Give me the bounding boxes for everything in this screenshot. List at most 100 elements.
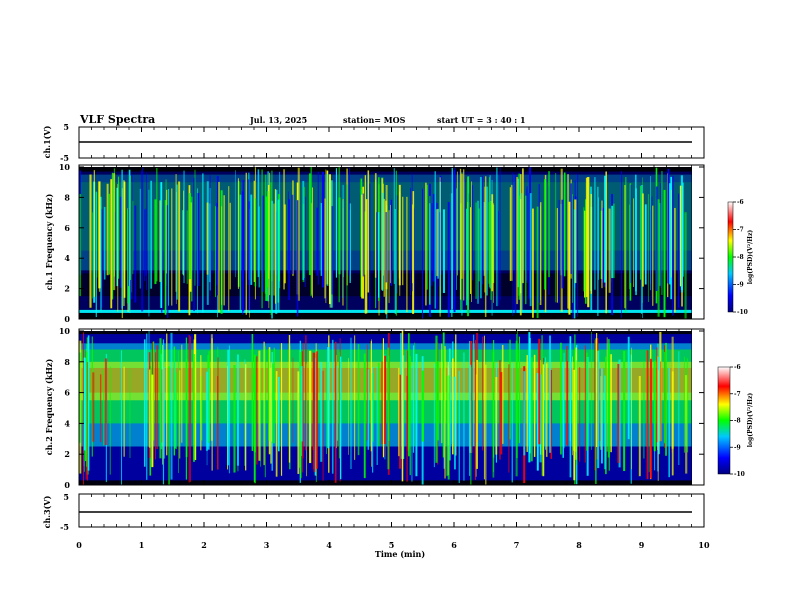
spectrogram-streak: [327, 347, 330, 449]
spectrogram-streak: [610, 354, 612, 453]
ch1-colorbar: [727, 201, 734, 313]
spectrogram-streak: [186, 210, 188, 284]
spectrogram-streak: [463, 169, 465, 301]
spectrogram-streak: [570, 183, 572, 274]
spectrogram-streak: [611, 205, 614, 279]
spectrogram-streak: [288, 334, 291, 463]
spectrogram-streak: [257, 169, 260, 278]
spectrogram-streak: [518, 336, 520, 444]
spectrogram-streak: [461, 173, 463, 279]
spectrogram-streak: [598, 197, 599, 280]
spectrogram-streak: [585, 177, 588, 298]
spectrogram-streak: [435, 335, 438, 463]
spectrogram-streak: [117, 184, 119, 312]
spectrogram-streak: [326, 173, 329, 286]
spectrogram-streak: [684, 212, 687, 319]
spectrogram-streak: [466, 208, 468, 306]
spectrogram-streak: [229, 202, 231, 290]
spectrogram-streak: [178, 181, 181, 312]
ch2-colorbar-label: log(PSD)(V²/Hz): [747, 393, 754, 448]
spectrogram-streak: [599, 369, 601, 441]
spectrogram-streak: [492, 351, 495, 478]
spectrogram-streak: [683, 356, 685, 453]
spectrogram-streak: [480, 176, 482, 299]
spectrogram-streak: [258, 350, 261, 461]
spectrogram-streak: [322, 370, 324, 481]
spectrogram-streak: [182, 210, 184, 275]
spectrogram-streak: [141, 167, 144, 312]
spectrogram-streak: [263, 341, 265, 466]
spectrogram-streak: [430, 203, 433, 286]
spectrogram-streak: [617, 363, 620, 464]
spectrogram-streak: [152, 341, 155, 441]
ch1-waveform-ylabel: ch.1(V): [42, 125, 52, 158]
spectrogram-streak: [244, 359, 246, 466]
header-station: station= MOS: [343, 115, 406, 125]
colorbar-tick-label: -10: [737, 309, 748, 316]
spectrogram-streak: [175, 372, 177, 450]
spectrogram-streak: [496, 167, 498, 307]
spectrogram-streak: [561, 199, 564, 289]
spectrogram-streak: [579, 367, 581, 462]
spectrogram-streak: [484, 176, 487, 318]
spectrogram-streak: [134, 205, 137, 303]
spectrogram-streak: [478, 208, 480, 282]
ch1-ytick-top: 5: [63, 122, 69, 132]
spectrogram-streak: [442, 209, 446, 293]
spectrogram-streak: [280, 343, 283, 476]
x-tick-label: 5: [389, 540, 395, 550]
spectrogram-streak: [265, 196, 268, 301]
ch3-waveform-ylabel: ch.3(V): [42, 495, 52, 528]
spectrogram-streak: [121, 169, 123, 309]
spectrogram-streak: [258, 206, 260, 288]
spectrogram-streak: [555, 172, 557, 303]
spectrogram-streak: [558, 199, 560, 304]
spectrogram-streak: [523, 371, 526, 456]
spectrogram-streak: [646, 350, 649, 480]
spectrogram-streak: [189, 336, 191, 482]
spectrogram-streak: [425, 182, 427, 306]
spectrogram-streak: [297, 371, 300, 474]
spectrogram-streak: [342, 200, 344, 298]
spectrogram-streak: [79, 352, 81, 443]
spectrogram-streak: [348, 358, 349, 455]
spectrogram-streak: [471, 185, 474, 281]
spectrogram-streak: [166, 189, 168, 274]
spectrogram-streak: [488, 177, 490, 287]
spectrogram-streak: [421, 188, 423, 319]
ch2-spectrogram-streaks: [79, 331, 689, 485]
spectrogram-streak: [631, 347, 633, 470]
spectrogram-streak: [539, 374, 542, 463]
spectrogram-streak: [601, 368, 603, 464]
freq-tick-label: 2: [64, 284, 70, 294]
ch1-ytick-bottom: -5: [60, 153, 69, 163]
spectrogram-streak: [146, 173, 148, 290]
spectrogram-streak: [618, 359, 621, 468]
spectrogram-streak: [100, 196, 102, 312]
spectrogram-streak: [354, 335, 356, 460]
ch3-ytick-bottom: -5: [60, 522, 69, 532]
spectrogram-streak: [657, 199, 660, 317]
spectrogram-streak: [508, 364, 510, 473]
spectrogram-streak: [266, 191, 269, 288]
colorbar-tick-label: -7: [737, 227, 744, 234]
spectrogram-streak: [526, 186, 528, 281]
spectrogram-streak: [544, 179, 547, 290]
spectrogram-streak: [393, 168, 395, 284]
spectrogram-streak: [509, 339, 511, 440]
spectrogram-streak: [438, 212, 441, 287]
spectrogram-streak: [275, 189, 278, 314]
spectrogram-streak: [623, 350, 626, 472]
spectrogram-streak: [197, 193, 200, 286]
spectrogram-streak: [200, 355, 202, 451]
freq-tick-label: 0: [64, 314, 70, 324]
spectrogram-streak: [413, 345, 415, 453]
spectrogram-streak: [321, 171, 324, 288]
spectrogram-streak: [560, 342, 562, 455]
spectrogram-streak: [389, 204, 392, 284]
freq-tick-label: 0: [64, 480, 70, 490]
spectrogram-streak: [117, 176, 120, 279]
spectrogram-streak: [638, 375, 641, 477]
spectrogram-streak: [411, 204, 413, 284]
